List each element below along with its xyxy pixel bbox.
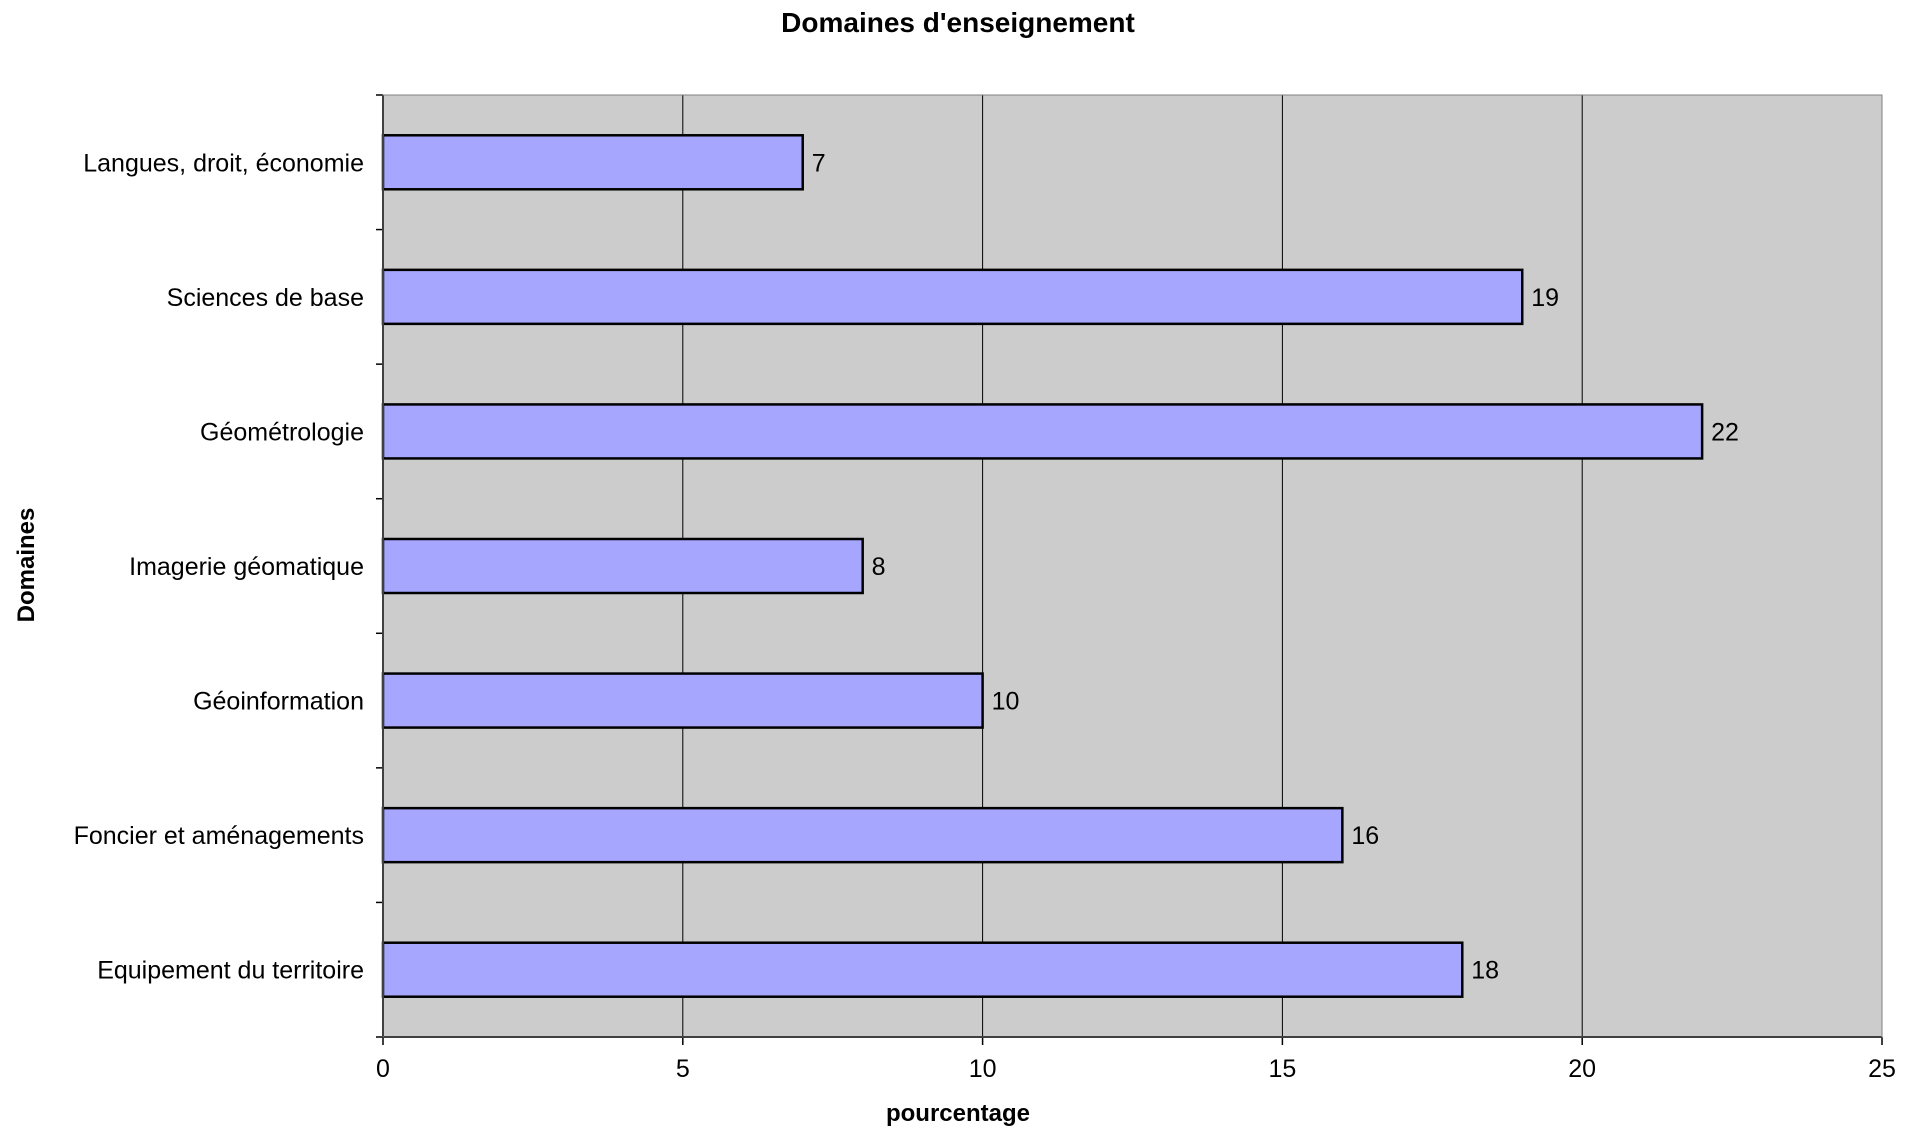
- x-axis-title: pourcentage: [886, 1100, 1030, 1127]
- data-label: 7: [812, 149, 826, 177]
- plot-border: [382, 94, 1883, 1038]
- data-label: 19: [1531, 284, 1559, 312]
- bar: [381, 806, 1344, 864]
- category-label: Langues, droit, économie: [83, 149, 364, 177]
- bar: [381, 403, 1704, 460]
- bar: [381, 268, 1524, 326]
- x-tick-label: 15: [1268, 1055, 1296, 1083]
- data-label: 10: [992, 688, 1020, 716]
- data-label: 22: [1711, 418, 1739, 446]
- bar: [381, 537, 864, 595]
- plot-area: 0 5 10 15 20 25 Langues, droit, économie 7 Scien…: [74, 94, 1896, 1083]
- category-label: Equipement du territoire: [97, 957, 364, 985]
- category-label: Sciences de base: [167, 284, 364, 312]
- x-tick-label: 0: [376, 1055, 390, 1083]
- data-label: 18: [1471, 957, 1499, 985]
- data-label: 16: [1351, 822, 1379, 850]
- x-tick-label: 20: [1568, 1055, 1596, 1083]
- x-tick-label: 25: [1868, 1055, 1896, 1083]
- bar: [381, 941, 1464, 998]
- bar: [381, 672, 984, 729]
- x-tick-label: 5: [676, 1055, 690, 1083]
- y-axis-title: Domaines: [13, 508, 40, 623]
- category-label: Géométrologie: [200, 418, 364, 446]
- chart-title: Domaines d'enseignement: [781, 7, 1135, 38]
- x-tick-label: 10: [969, 1055, 997, 1083]
- category-label: Foncier et aménagements: [74, 822, 364, 850]
- bar: [381, 134, 804, 191]
- category-label: Imagerie géomatique: [129, 553, 364, 581]
- category-label: Géoinformation: [193, 688, 364, 716]
- data-label: 8: [872, 553, 886, 581]
